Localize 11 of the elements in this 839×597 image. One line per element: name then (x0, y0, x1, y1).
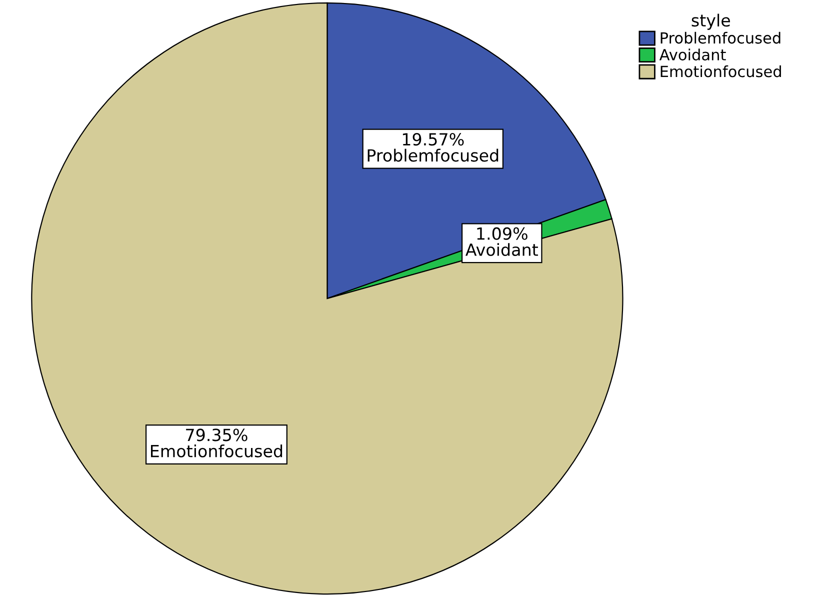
data-label: 79.35% (186, 428, 248, 442)
pie-slice (31, 2, 624, 595)
legend-label: Avoidant (659, 48, 726, 60)
data-label: 19.57% (402, 132, 464, 146)
legend-label: Problemfocused (660, 32, 780, 44)
slice-label: Problemfocused (368, 148, 498, 162)
legend-title: style (692, 14, 730, 30)
data-label: 1.09% (477, 227, 528, 240)
slice-label: Avoidant (466, 243, 538, 256)
legend-label: Emotionfocused (660, 65, 781, 78)
slice-label: Emotionfocused (151, 444, 282, 458)
